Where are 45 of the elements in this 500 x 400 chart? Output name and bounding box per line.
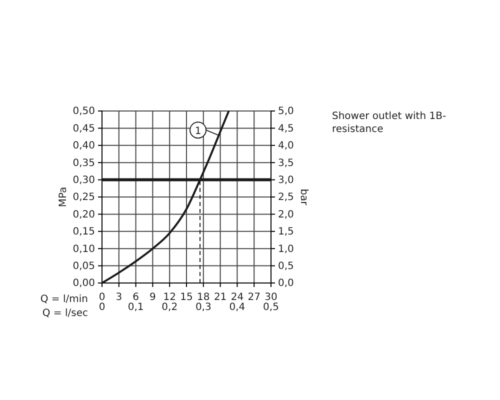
- y-tick-label: 0,50: [72, 106, 95, 118]
- x2-tick-label: 0,4: [229, 302, 246, 314]
- y2-axis-title: bar: [298, 188, 309, 206]
- text: Shower outlet with 1B-resistance: [332, 111, 446, 135]
- y2-tick-label: 5,0: [278, 106, 294, 118]
- annotation: 1: [194, 126, 202, 138]
- y-tick-label: 0,45: [72, 123, 95, 134]
- x-tick-label: 3: [116, 292, 122, 304]
- x-axis-title: Q = l/min: [40, 294, 88, 305]
- y2-tick-label: 2,0: [278, 209, 294, 220]
- x-tick-label: 24: [230, 292, 244, 304]
- y2-tick-label: 0,5: [278, 261, 294, 272]
- x2-tick-label: 0,1: [128, 302, 144, 314]
- x2-tick-label: 0,2: [162, 302, 178, 314]
- x-tick-label: 9: [150, 292, 156, 304]
- x2-tick-label: 0,3: [195, 302, 212, 314]
- y-axis-title: MPa: [58, 186, 69, 208]
- y2-tick-label: 3,0: [278, 175, 294, 186]
- y2-tick-label: 2,5: [278, 192, 294, 204]
- x-tick-label: 15: [180, 292, 193, 304]
- x-tick-label: 21: [214, 292, 227, 304]
- x-tick-label: 18: [197, 292, 210, 304]
- x-tick-label: 6: [132, 292, 139, 304]
- x-tick-label: 27: [248, 292, 260, 304]
- y2-tick-label: 1,5: [278, 226, 294, 238]
- x-tick-label: 0: [98, 292, 106, 304]
- y2-tick-label: 4,0: [278, 140, 294, 152]
- y-tick-label: 0,15: [72, 226, 95, 238]
- y-tick-label: 0,05: [72, 261, 95, 272]
- y-tick-label: 0,25: [72, 192, 95, 204]
- x-tick-label: 12: [163, 292, 176, 304]
- y-tick-label: 0,35: [72, 158, 95, 169]
- y-tick-label: 0,40: [72, 140, 95, 152]
- y-tick-label: 0,10: [72, 244, 95, 255]
- x-tick-label: 30: [264, 292, 278, 304]
- y2-tick-label: 0,0: [278, 278, 294, 290]
- x2-tick-label: 0,5: [263, 302, 279, 314]
- x2-tick-label: 0: [98, 302, 106, 314]
- y-tick-label: 0,00: [72, 278, 95, 290]
- x2-axis-title: Q = l/sec: [42, 308, 88, 319]
- y2-tick-label: 3,5: [278, 158, 294, 169]
- y-tick-label: 0,30: [72, 175, 95, 186]
- y2-tick-label: 1,0: [278, 244, 294, 255]
- y2-tick-label: 4,5: [278, 123, 294, 134]
- y-tick-label: 0,20: [72, 209, 95, 220]
